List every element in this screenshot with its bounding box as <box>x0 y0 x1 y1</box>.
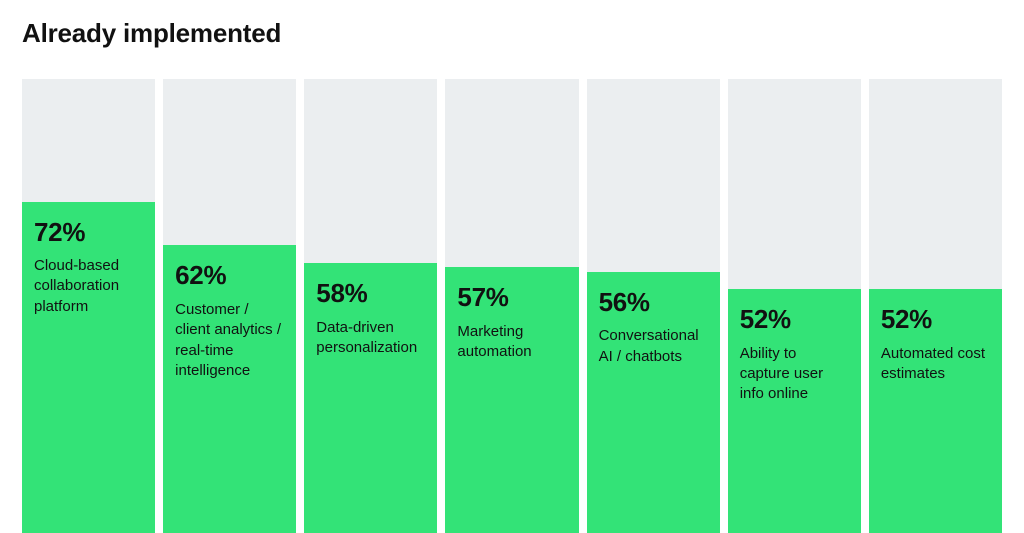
bar-chart: 72% Cloud-based collaboration platform 62%… <box>22 79 1002 533</box>
bar-fill: 62% Customer / client analytics / real-ti… <box>163 245 296 533</box>
bar-column: 57% Marketing automation <box>445 79 578 533</box>
bar-percent-label: 52% <box>740 305 849 334</box>
bar-empty-region <box>22 79 155 202</box>
bar-category-label: Conversa­tional AI / chatbots <box>599 326 708 367</box>
bar-percent-label: 62% <box>175 261 284 290</box>
bar-percent-label: 52% <box>881 305 990 334</box>
bar-column: 52% Ability to capture user info online <box>728 79 861 533</box>
bar-column: 56% Conversa­tional AI / chatbots <box>587 79 720 533</box>
bar-percent-label: 58% <box>316 279 425 308</box>
page: Already implemented 72% Cloud-based colla… <box>0 0 1024 533</box>
bar-column: 62% Customer / client analytics / real-ti… <box>163 79 296 533</box>
bar-percent-label: 56% <box>599 288 708 317</box>
bar-empty-region <box>163 79 296 245</box>
bar-category-label: Customer / client analytics / real-time … <box>175 300 284 381</box>
bar-percent-label: 72% <box>34 218 143 247</box>
bar-column: 52% Automated cost estimates <box>869 79 1002 533</box>
bar-empty-region <box>304 79 437 263</box>
bar-fill: 58% Data-driven personaliza­tion <box>304 263 437 533</box>
bar-empty-region <box>587 79 720 272</box>
bar-category-label: Ability to capture user info online <box>740 344 849 405</box>
bar-empty-region <box>728 79 861 289</box>
bar-fill: 52% Automated cost estimates <box>869 289 1002 533</box>
bar-column: 72% Cloud-based collaboration platform <box>22 79 155 533</box>
bar-fill: 56% Conversa­tional AI / chatbots <box>587 272 720 533</box>
bar-empty-region <box>445 79 578 267</box>
bar-category-label: Marketing automation <box>457 322 566 363</box>
bar-category-label: Cloud-based collaboration platform <box>34 256 143 317</box>
bar-empty-region <box>869 79 1002 289</box>
bar-fill: 52% Ability to capture user info online <box>728 289 861 533</box>
bar-category-label: Data-driven personaliza­tion <box>316 318 425 359</box>
chart-title: Already implemented <box>22 18 1002 49</box>
bar-column: 58% Data-driven personaliza­tion <box>304 79 437 533</box>
bar-fill: 72% Cloud-based collaboration platform <box>22 202 155 533</box>
bar-percent-label: 57% <box>457 283 566 312</box>
bar-category-label: Automated cost estimates <box>881 344 990 385</box>
bar-fill: 57% Marketing automation <box>445 267 578 533</box>
